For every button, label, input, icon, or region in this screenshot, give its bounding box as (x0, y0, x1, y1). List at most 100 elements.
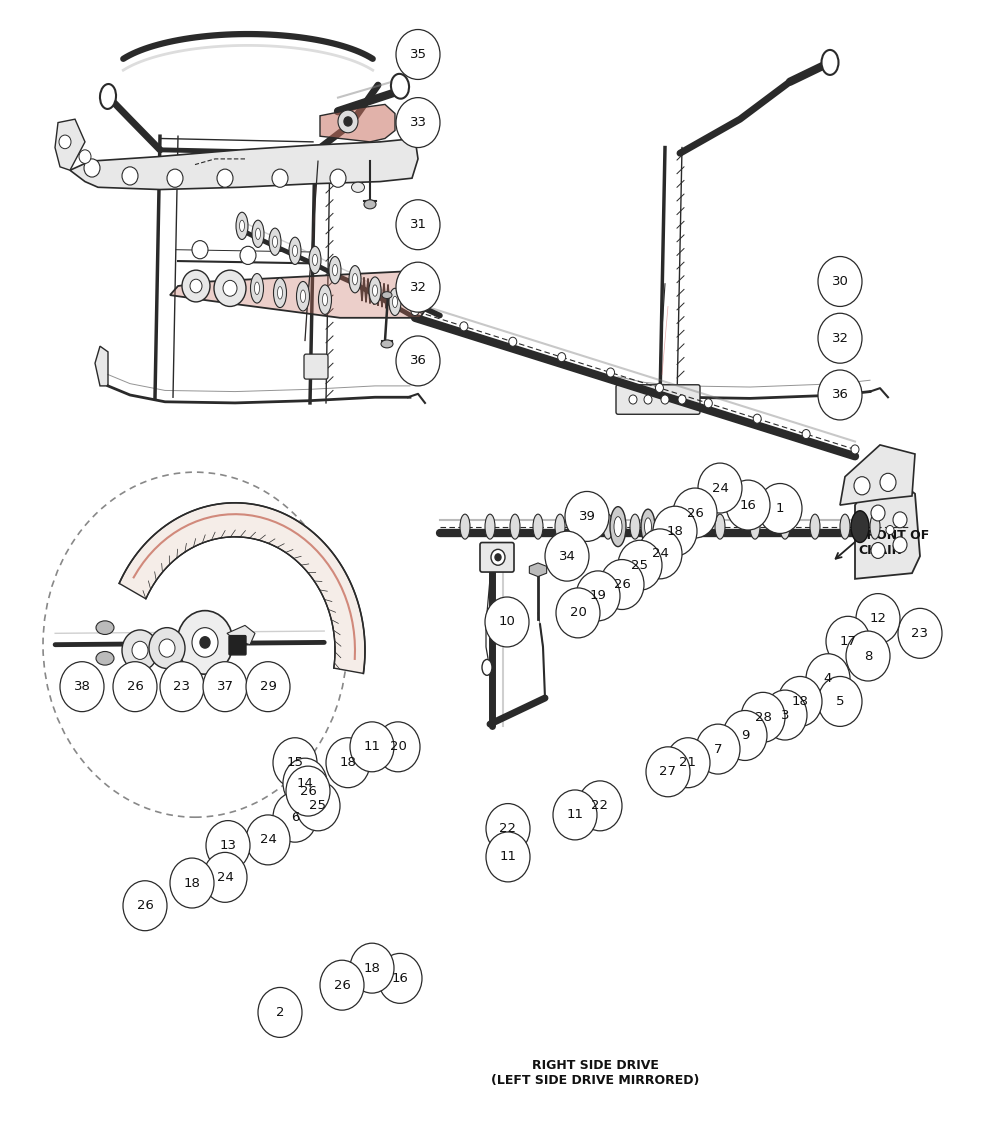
Polygon shape (70, 138, 418, 190)
Circle shape (818, 370, 862, 420)
Circle shape (698, 463, 742, 513)
Circle shape (629, 395, 637, 404)
Circle shape (509, 337, 517, 346)
Circle shape (132, 641, 148, 659)
Text: 2: 2 (276, 1006, 284, 1019)
Circle shape (123, 881, 167, 931)
Circle shape (192, 628, 218, 657)
Text: 5: 5 (836, 695, 844, 708)
Text: 16: 16 (392, 972, 408, 985)
Text: 30: 30 (832, 275, 848, 288)
Text: 22: 22 (592, 799, 608, 813)
Ellipse shape (644, 518, 652, 536)
Ellipse shape (352, 183, 364, 192)
Ellipse shape (603, 514, 613, 539)
Text: 18: 18 (667, 524, 683, 538)
Text: 7: 7 (714, 742, 722, 756)
Text: 12: 12 (870, 612, 887, 625)
Circle shape (763, 690, 807, 740)
Circle shape (330, 169, 346, 187)
Circle shape (704, 398, 712, 407)
Circle shape (726, 480, 770, 530)
Circle shape (880, 473, 896, 491)
Text: 25: 25 (310, 799, 326, 813)
Circle shape (673, 488, 717, 538)
Circle shape (871, 543, 885, 558)
Polygon shape (227, 625, 255, 645)
FancyBboxPatch shape (616, 385, 700, 414)
Circle shape (43, 472, 347, 817)
Circle shape (485, 597, 529, 647)
Ellipse shape (672, 511, 684, 543)
Circle shape (741, 692, 785, 742)
Circle shape (678, 395, 686, 404)
Circle shape (223, 280, 237, 296)
Ellipse shape (382, 292, 392, 299)
Circle shape (846, 631, 890, 681)
Circle shape (159, 639, 175, 657)
Circle shape (344, 117, 352, 126)
Ellipse shape (329, 257, 341, 284)
Ellipse shape (392, 296, 398, 308)
Text: 19: 19 (590, 589, 606, 603)
Circle shape (203, 662, 247, 712)
Ellipse shape (460, 514, 470, 539)
Text: 35: 35 (410, 48, 426, 61)
Ellipse shape (269, 228, 281, 255)
Text: 24: 24 (217, 871, 233, 884)
Circle shape (638, 529, 682, 579)
Text: 18: 18 (364, 961, 380, 975)
Ellipse shape (352, 274, 358, 285)
FancyBboxPatch shape (229, 636, 246, 655)
Circle shape (818, 313, 862, 363)
Polygon shape (529, 563, 547, 577)
Ellipse shape (715, 514, 725, 539)
Ellipse shape (610, 506, 626, 547)
Circle shape (758, 484, 802, 533)
Polygon shape (95, 346, 108, 386)
Circle shape (286, 766, 330, 816)
Ellipse shape (372, 285, 378, 296)
Circle shape (411, 306, 419, 316)
Circle shape (182, 270, 210, 302)
Circle shape (246, 815, 290, 865)
Text: 25: 25 (632, 558, 648, 572)
Circle shape (326, 738, 370, 788)
Text: 6: 6 (291, 810, 299, 824)
Circle shape (167, 169, 183, 187)
Circle shape (600, 560, 644, 609)
Circle shape (460, 322, 468, 331)
Circle shape (378, 953, 422, 1003)
Circle shape (646, 747, 690, 797)
Circle shape (802, 429, 810, 438)
Circle shape (886, 526, 894, 535)
Circle shape (214, 270, 246, 306)
Circle shape (618, 540, 662, 590)
Circle shape (396, 98, 440, 148)
Ellipse shape (332, 264, 338, 276)
Circle shape (396, 262, 440, 312)
Text: 38: 38 (74, 680, 90, 693)
Ellipse shape (510, 514, 520, 539)
Circle shape (644, 395, 652, 404)
Circle shape (553, 790, 597, 840)
Circle shape (723, 711, 767, 760)
Text: 23: 23 (912, 627, 928, 640)
Text: 11: 11 (364, 740, 380, 754)
Ellipse shape (369, 277, 381, 304)
Text: 33: 33 (410, 116, 426, 129)
Circle shape (576, 571, 620, 621)
Text: 24: 24 (712, 481, 728, 495)
Circle shape (495, 554, 501, 561)
Text: 16: 16 (740, 498, 756, 512)
Ellipse shape (364, 200, 376, 209)
Circle shape (856, 594, 900, 644)
Ellipse shape (256, 228, 260, 239)
Circle shape (565, 491, 609, 541)
Circle shape (558, 353, 566, 362)
Circle shape (556, 588, 600, 638)
Ellipse shape (555, 514, 565, 539)
Circle shape (376, 722, 420, 772)
Ellipse shape (296, 281, 310, 311)
Polygon shape (170, 270, 435, 318)
